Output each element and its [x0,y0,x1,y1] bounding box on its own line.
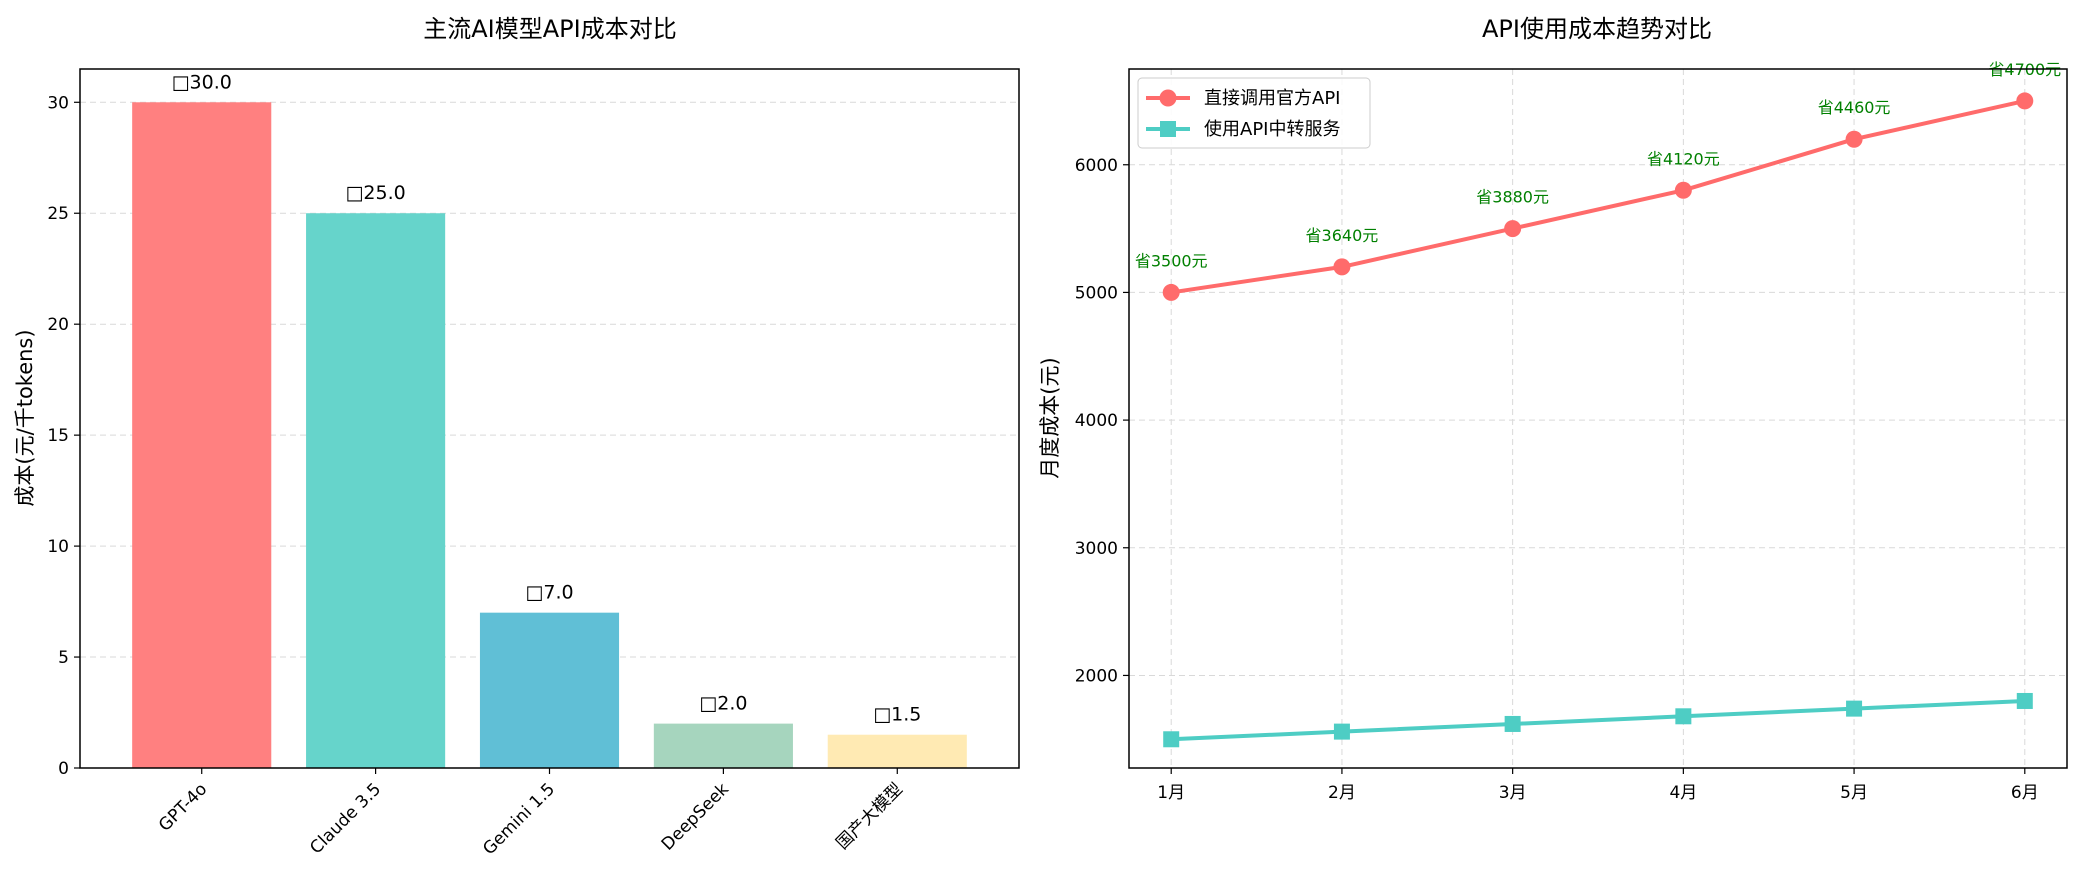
bar-value-label: □1.5 [873,704,921,726]
bar [827,734,967,768]
series-point [2016,692,2033,709]
line-chart-grid [1129,69,2067,768]
savings-annotation: 省3880元 [1476,188,1549,207]
savings-annotation: 省4120元 [1647,149,1720,168]
bar-x-tick-label: GPT-4o [155,779,211,835]
series-point [1162,283,1180,301]
bar-x-tick-label: Gemini 1.5 [479,779,559,859]
savings-annotation: 省3500元 [1135,251,1208,270]
bar-y-tick-label: 0 [58,759,69,779]
line-x-tick-label: 1月 [1157,783,1185,803]
line-chart-ylabel: 月度成本(元) [1038,357,1062,478]
savings-annotation: 省4460元 [1818,98,1891,117]
legend-label: 直接调用官方API [1204,88,1340,109]
line-chart-series [1162,92,2034,748]
line-chart-x-ticks: 1月 2月 3月 4月 5月 6月 [1157,768,2039,803]
bar-y-tick-label: 20 [47,315,69,335]
bar-chart-x-ticks: GPT-4o Claude 3.5 Gemini 1.5 DeepSeek 国产大模型 [155,768,907,859]
line-chart-y-ticks: 2000 3000 4000 5000 6000 [1075,156,1129,686]
bar [132,102,272,769]
series-point [1674,181,1692,199]
line-y-tick-label: 3000 [1075,539,1118,559]
series-point [1333,258,1351,276]
bar-y-tick-label: 5 [58,648,69,668]
line-y-tick-label: 5000 [1075,283,1118,303]
bar-value-label: □7.0 [525,582,573,604]
series-point [1333,723,1350,740]
line-y-tick-label: 4000 [1075,411,1118,431]
bar-y-tick-label: 25 [47,204,69,224]
bar-chart-ylabel: 成本(元/千tokens) [13,329,37,506]
line-chart-frame [1128,68,2068,769]
line-x-tick-label: 6月 [2011,783,2039,803]
series-point [1504,715,1521,732]
bar [306,213,446,768]
series-point [1846,700,1863,717]
bar-chart-y-ticks: 0 5 10 15 20 25 30 [47,93,80,779]
series-point [1504,220,1522,238]
series-line [1170,98,2026,295]
bar-chart-title: 主流AI模型API成本对比 [423,15,676,43]
bar-value-label: □2.0 [699,693,747,715]
series-point [2016,92,2034,110]
bar [653,723,793,768]
bar-x-tick-label: Claude 3.5 [306,779,385,858]
line-chart: API使用成本趋势对比 省3500元 省3640元 省3880元 省4120元 省446… [1038,15,2068,803]
savings-annotation: 省3640元 [1306,226,1379,245]
series-point [1163,731,1180,748]
series-line [1171,698,2025,742]
bar-y-tick-label: 10 [47,537,69,557]
line-chart-title: API使用成本趋势对比 [1482,15,1712,43]
bar-chart: 主流AI模型API成本对比 □30.0 □25.0 □7.0 □2.0 □1.5 0 5 1… [13,15,1020,859]
legend-label: 使用API中转服务 [1204,119,1340,140]
bar-x-tick-label: 国产大模型 [833,779,907,853]
line-y-tick-label: 6000 [1075,156,1118,176]
legend-box [1137,77,1371,149]
bar-y-tick-label: 30 [47,93,69,113]
bar-chart-grid [80,101,1019,658]
series-point [1845,130,1863,148]
line-chart-legend: 直接调用官方API 使用API中转服务 [1137,77,1371,149]
bar-chart-bars: □30.0 □25.0 □7.0 □2.0 □1.5 [132,71,967,769]
line-x-tick-label: 4月 [1669,783,1697,803]
line-x-tick-label: 5月 [1840,783,1868,803]
bar-value-label: □30.0 [172,71,232,93]
bar-y-tick-label: 15 [47,426,69,446]
bar-value-label: □25.0 [345,182,405,204]
bar-x-tick-label: DeepSeek [658,779,733,854]
legend-marker [1159,89,1177,107]
line-x-tick-label: 3月 [1499,783,1527,803]
bar [479,612,620,768]
legend-marker [1160,121,1176,137]
line-x-tick-label: 2月 [1328,783,1356,803]
series-point [1675,708,1692,725]
line-y-tick-label: 2000 [1075,666,1118,686]
